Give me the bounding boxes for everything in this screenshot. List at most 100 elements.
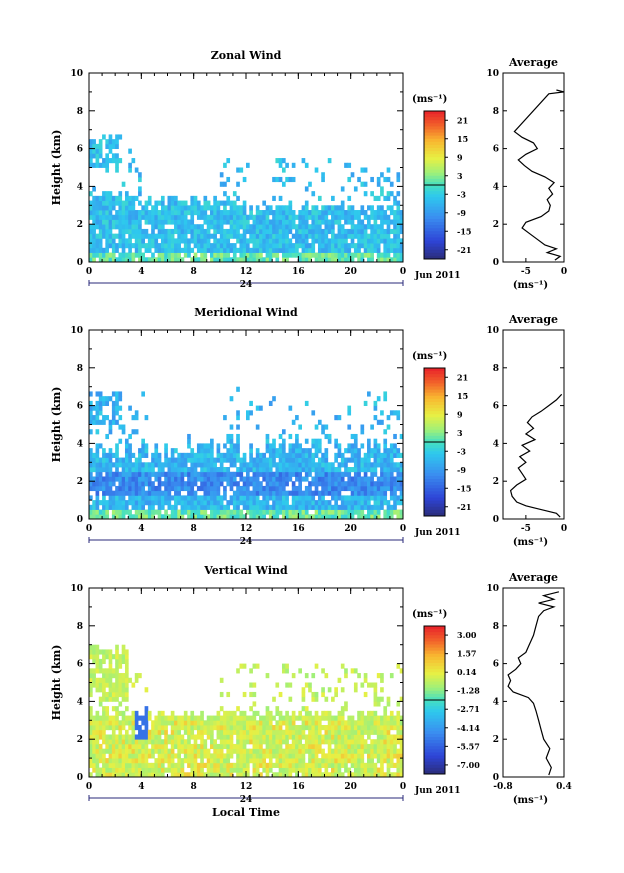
heatmap-cell (337, 485, 342, 492)
heatmap-cell (255, 210, 260, 216)
heatmap-cell (131, 452, 136, 458)
heatmap-cell (219, 457, 224, 463)
heatmap-cell (308, 224, 312, 230)
y-tick-label: 8 (77, 107, 83, 117)
heatmap-cell (164, 509, 168, 515)
heatmap-cell (167, 457, 172, 463)
heatmap-cell (252, 485, 257, 492)
heatmap-cell (118, 725, 123, 731)
heatmap-cell (304, 243, 309, 249)
heatmap-cell (223, 452, 227, 458)
heatmap-cell (219, 772, 224, 778)
heatmap-cell (298, 495, 302, 501)
heatmap-cell (196, 233, 201, 239)
heatmap-cell (386, 762, 391, 768)
heatmap-cell (386, 415, 391, 421)
x-tick-label: 0 (86, 524, 92, 534)
heatmap-cell (363, 191, 368, 197)
heatmap-cell (131, 729, 136, 735)
heatmap-cell (373, 400, 378, 407)
heatmap-cell (265, 673, 270, 679)
heatmap-cell (187, 734, 191, 740)
heatmap-cell (295, 490, 299, 496)
heatmap-cell (108, 205, 113, 211)
heatmap-cell (121, 767, 126, 773)
heatmap-cell (288, 509, 293, 515)
heatmap-cell (373, 485, 378, 492)
heatmap-cell (131, 734, 136, 740)
heatmap-cell (363, 167, 368, 173)
heatmap-cell (236, 247, 240, 253)
heatmap-cell (324, 452, 329, 458)
heatmap-cell (210, 725, 214, 731)
heatmap-cell (144, 247, 149, 253)
heatmap-cell (167, 720, 172, 726)
heatmap-cell (134, 228, 139, 235)
heatmap-cell (226, 238, 231, 244)
heatmap-cell (167, 219, 172, 225)
heatmap-cell (246, 504, 250, 510)
heatmap-cell (246, 485, 250, 492)
heatmap-cell (383, 485, 388, 492)
colorbar-segment (424, 423, 445, 428)
heatmap-cell (265, 485, 270, 492)
heatmap-cell (180, 467, 185, 473)
heatmap-cell (350, 753, 355, 759)
heatmap-cell (268, 205, 273, 211)
heatmap-cell (344, 247, 348, 253)
heatmap-cell (219, 200, 224, 206)
heatmap-cell (360, 457, 365, 463)
heatmap-cell (268, 219, 273, 225)
heatmap-cell (229, 396, 234, 402)
x-tick-label: 4 (138, 267, 144, 277)
heatmap-cell (226, 457, 231, 463)
heatmap-cell (121, 753, 126, 759)
heatmap-cell (121, 673, 126, 679)
heatmap-cell (193, 252, 198, 258)
heatmap-cell (367, 476, 371, 482)
heatmap-cell (121, 734, 126, 740)
heatmap-cell (301, 462, 306, 468)
heatmap-cell (108, 687, 113, 693)
heatmap-cell (327, 504, 332, 510)
heatmap-cell (380, 739, 384, 745)
heatmap-cell (259, 252, 263, 258)
heatmap-cell (268, 485, 273, 492)
heatmap-cell (98, 696, 103, 702)
heatmap-cell (219, 715, 224, 721)
heatmap-cell (108, 228, 113, 235)
heatmap-cell (350, 224, 355, 230)
heatmap-cell (118, 219, 123, 225)
heatmap-cell (102, 772, 106, 778)
heatmap-cell (262, 210, 267, 216)
heatmap-cell (285, 734, 289, 740)
heatmap-cell (115, 200, 119, 206)
heatmap-cell (353, 762, 358, 768)
heatmap-cell (226, 739, 231, 745)
heatmap-cell (340, 238, 345, 244)
heatmap-cell (295, 457, 299, 463)
heatmap-cell (118, 238, 123, 244)
heatmap-cell (124, 481, 129, 487)
heatmap-cell (115, 457, 119, 463)
heatmap-cell (124, 743, 129, 750)
heatmap-cell (187, 438, 191, 444)
heatmap-cell (295, 485, 299, 492)
heatmap-cell (164, 448, 168, 454)
heatmap-cell (291, 743, 296, 750)
heatmap-cell (334, 514, 338, 520)
heatmap-cell (370, 210, 374, 216)
heatmap-cell (321, 214, 325, 220)
heatmap-cell (353, 687, 358, 693)
heatmap-cell (170, 725, 175, 731)
heatmap-cell (92, 186, 96, 192)
heatmap-cell (285, 467, 289, 473)
profile-y-tick-label: 0 (493, 258, 499, 268)
heatmap-cell (255, 471, 260, 477)
heatmap-cell (160, 205, 165, 211)
heatmap-cell (353, 668, 358, 674)
heatmap-cell (111, 471, 116, 477)
heatmap-cell (239, 762, 244, 768)
heatmap-cell (105, 668, 110, 674)
heatmap-cell (216, 467, 221, 473)
